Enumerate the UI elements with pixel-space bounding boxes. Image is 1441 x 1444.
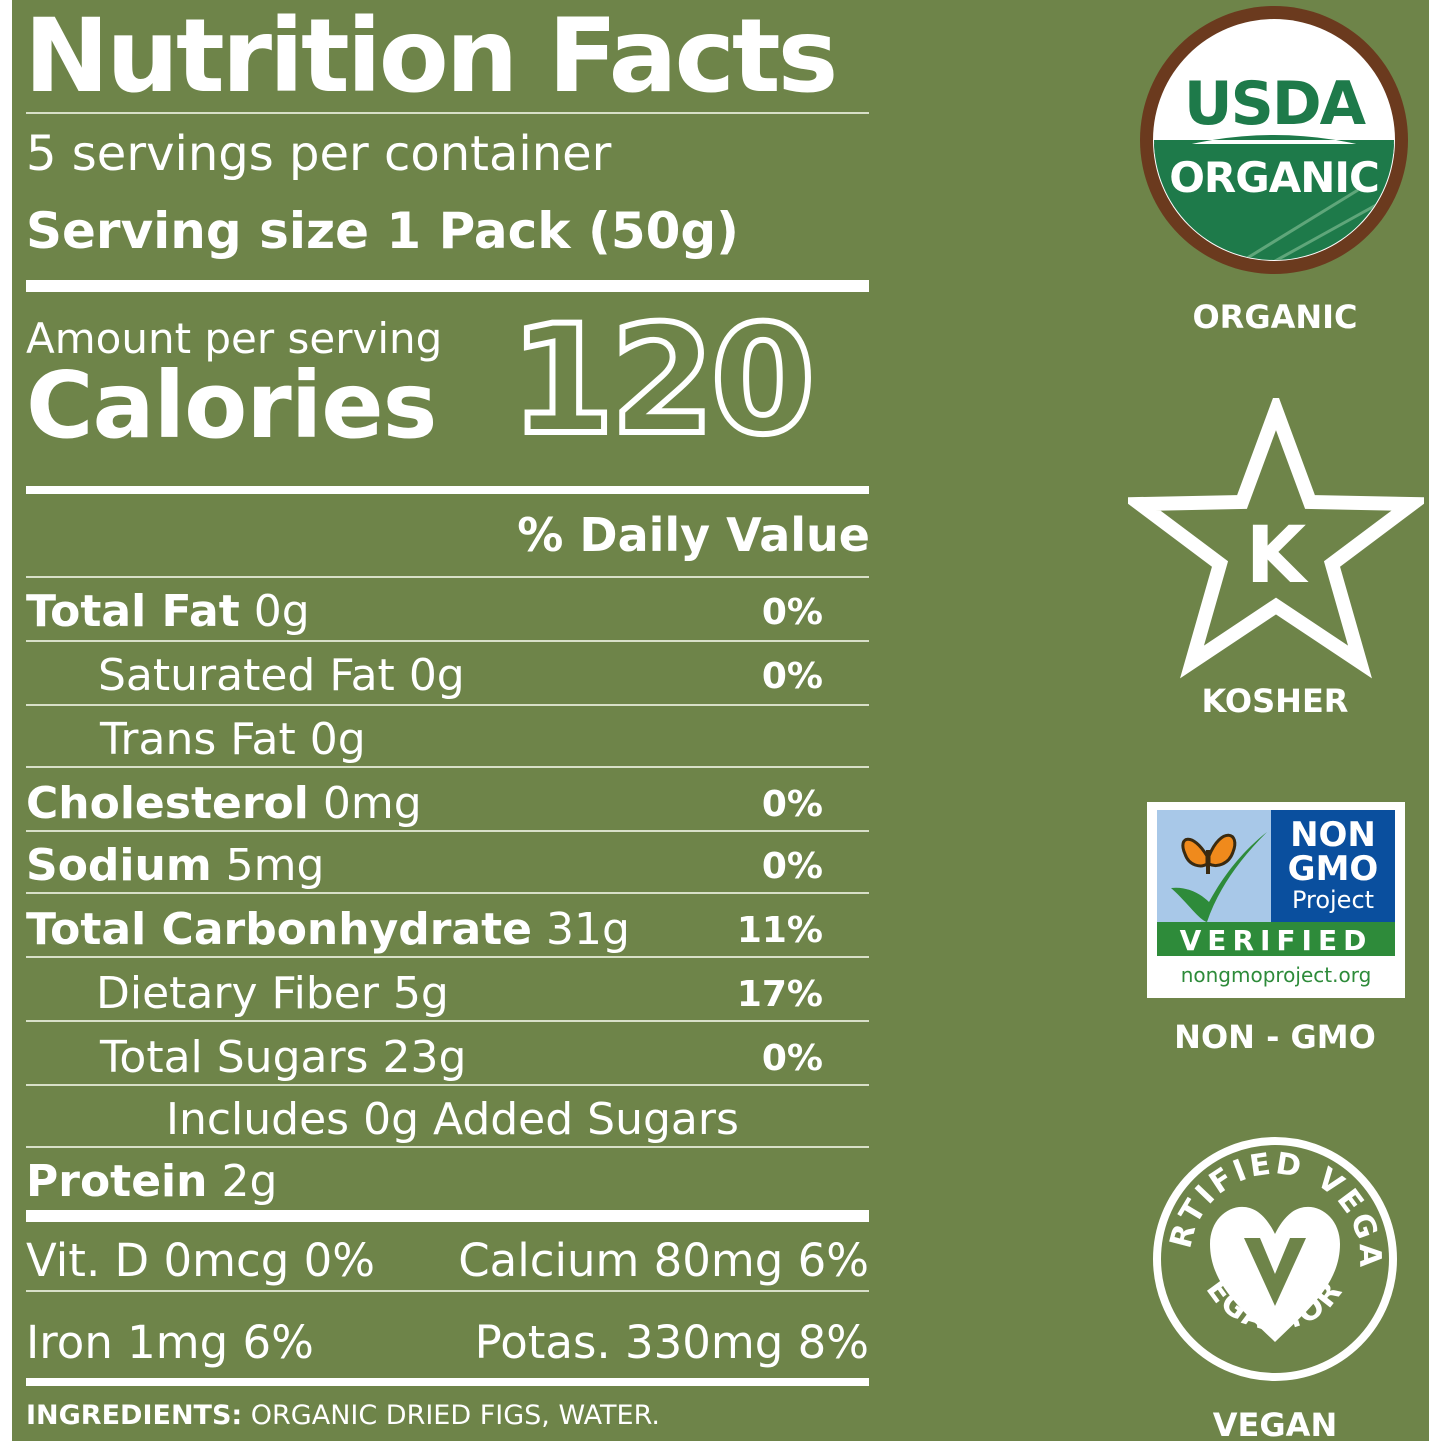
nutrient-dv: 17% bbox=[736, 974, 823, 1015]
vegan-heart-v-icon bbox=[1210, 1206, 1340, 1342]
divider bbox=[26, 1084, 869, 1086]
nutrient-name: Total Sugars bbox=[100, 1032, 369, 1083]
kosher-letter: K bbox=[1246, 511, 1309, 601]
kosher-star-icon: K bbox=[1128, 398, 1424, 679]
nutrient-amount: 5g bbox=[392, 968, 449, 1019]
nutrient-dv: 0% bbox=[761, 784, 823, 825]
thick-divider bbox=[26, 1210, 869, 1222]
vegan-label: VEGAN bbox=[1212, 1406, 1338, 1444]
vitamin-d: Vit. D 0mcg 0% bbox=[26, 1234, 375, 1287]
medium-divider bbox=[26, 486, 869, 494]
usda-bottom-text: ORGANIC bbox=[1169, 153, 1379, 202]
divider bbox=[26, 766, 869, 768]
nutrient-name: Sodium bbox=[26, 840, 212, 891]
nutrient-name: Includes 0g Added Sugars bbox=[166, 1094, 739, 1145]
nutrient-name: Cholesterol bbox=[26, 778, 309, 829]
nutrient-row-trans-fat: Trans Fat 0g bbox=[26, 706, 869, 768]
divider bbox=[26, 892, 869, 894]
nutrient-dv: 11% bbox=[736, 910, 823, 951]
page-title: Nutrition Facts bbox=[24, 0, 838, 116]
nutrient-row-protein: Protein 2g bbox=[26, 1148, 869, 1210]
divider bbox=[26, 1290, 869, 1292]
nutrient-name: Trans Fat bbox=[100, 714, 296, 765]
nongmo-url: nongmoproject.org bbox=[1181, 963, 1372, 987]
nutrient-amount: 5mg bbox=[225, 840, 325, 891]
divider bbox=[26, 1146, 869, 1148]
nongmo-line1: NON bbox=[1290, 815, 1376, 855]
check-leaf-icon bbox=[1171, 832, 1267, 922]
nutrient-dv: 0% bbox=[761, 846, 823, 887]
nutrient-row-total-fat: Total Fat 0g 0% bbox=[26, 578, 869, 640]
nutrient-amount: 0g bbox=[253, 586, 310, 637]
nutrient-name: Total Fat bbox=[26, 586, 240, 637]
kosher-label: KOSHER bbox=[1201, 682, 1349, 720]
calcium: Calcium 80mg 6% bbox=[458, 1234, 869, 1287]
nutrient-name: Dietary Fiber bbox=[96, 968, 379, 1019]
nutrient-row-total-carbohydrate: Total Carbonhydrate 31g 11% bbox=[26, 896, 869, 958]
nongmo-line2: GMO bbox=[1288, 849, 1379, 889]
usda-top-text: USDA bbox=[1184, 69, 1367, 139]
non-gmo-badge: NON GMO Project VERIFIED nongmoproject.o… bbox=[1147, 802, 1405, 998]
nutrient-name: Total Carbonhydrate bbox=[26, 904, 533, 955]
nutrient-dv: 0% bbox=[761, 592, 823, 633]
certified-vegan-seal: CERTIFIED VEGAN VEGAN.ORG bbox=[1150, 1134, 1397, 1381]
ingredients-text: ORGANIC DRIED FIGS, WATER. bbox=[250, 1400, 660, 1431]
butterfly-icon bbox=[1181, 833, 1237, 874]
nutrient-amount: 2g bbox=[221, 1156, 278, 1207]
divider bbox=[26, 1020, 869, 1022]
servings-per-container: 5 servings per container bbox=[26, 126, 612, 182]
serving-size: Serving size 1 Pack (50g) bbox=[26, 202, 740, 260]
nutrient-name: Protein bbox=[26, 1156, 208, 1207]
nutrient-amount: 0g bbox=[309, 714, 366, 765]
nutrient-row-dietary-fiber: Dietary Fiber 5g 17% bbox=[26, 960, 869, 1022]
ingredients: INGREDIENTS: ORGANIC DRIED FIGS, WATER. bbox=[26, 1400, 660, 1431]
calories-label: Calories bbox=[26, 352, 437, 459]
nutrient-row-added-sugars: Includes 0g Added Sugars bbox=[26, 1086, 869, 1148]
divider bbox=[26, 112, 869, 114]
nutrient-row-sodium: Sodium 5mg 0% bbox=[26, 832, 869, 894]
usda-organic-seal: USDA ORGANIC bbox=[1140, 6, 1408, 274]
nutrient-row-total-sugars: Total Sugars 23g 0% bbox=[26, 1024, 869, 1086]
non-gmo-label: NON - GMO bbox=[1174, 1018, 1376, 1056]
iron: Iron 1mg 6% bbox=[26, 1316, 314, 1369]
ingredients-label: INGREDIENTS: bbox=[26, 1400, 243, 1431]
daily-value-header: % Daily Value bbox=[517, 508, 870, 562]
divider bbox=[26, 956, 869, 958]
nutrient-dv: 0% bbox=[761, 656, 823, 697]
nutrient-amount: 0g bbox=[408, 650, 465, 701]
potassium: Potas. 330mg 8% bbox=[474, 1316, 869, 1369]
nutrient-row-cholesterol: Cholesterol 0mg 0% bbox=[26, 770, 869, 832]
organic-label: ORGANIC bbox=[1192, 298, 1358, 336]
divider bbox=[26, 640, 869, 642]
nongmo-verified: VERIFIED bbox=[1180, 924, 1373, 957]
nutrient-dv: 0% bbox=[761, 1038, 823, 1079]
divider bbox=[26, 830, 869, 832]
nutrient-amount: 31g bbox=[546, 904, 630, 955]
calories-value: 120 bbox=[507, 294, 818, 468]
thick-divider bbox=[26, 280, 869, 292]
divider bbox=[26, 704, 869, 706]
nongmo-line3: Project bbox=[1292, 886, 1374, 914]
nutrient-name: Saturated Fat bbox=[98, 650, 395, 701]
divider bbox=[26, 576, 869, 578]
nutrient-row-saturated-fat: Saturated Fat 0g 0% bbox=[26, 642, 869, 704]
medium-divider bbox=[26, 1378, 869, 1386]
nutrient-amount: 0mg bbox=[322, 778, 422, 829]
amount-per-serving: Amount per serving bbox=[26, 314, 443, 363]
nutrient-amount: 23g bbox=[382, 1032, 467, 1083]
